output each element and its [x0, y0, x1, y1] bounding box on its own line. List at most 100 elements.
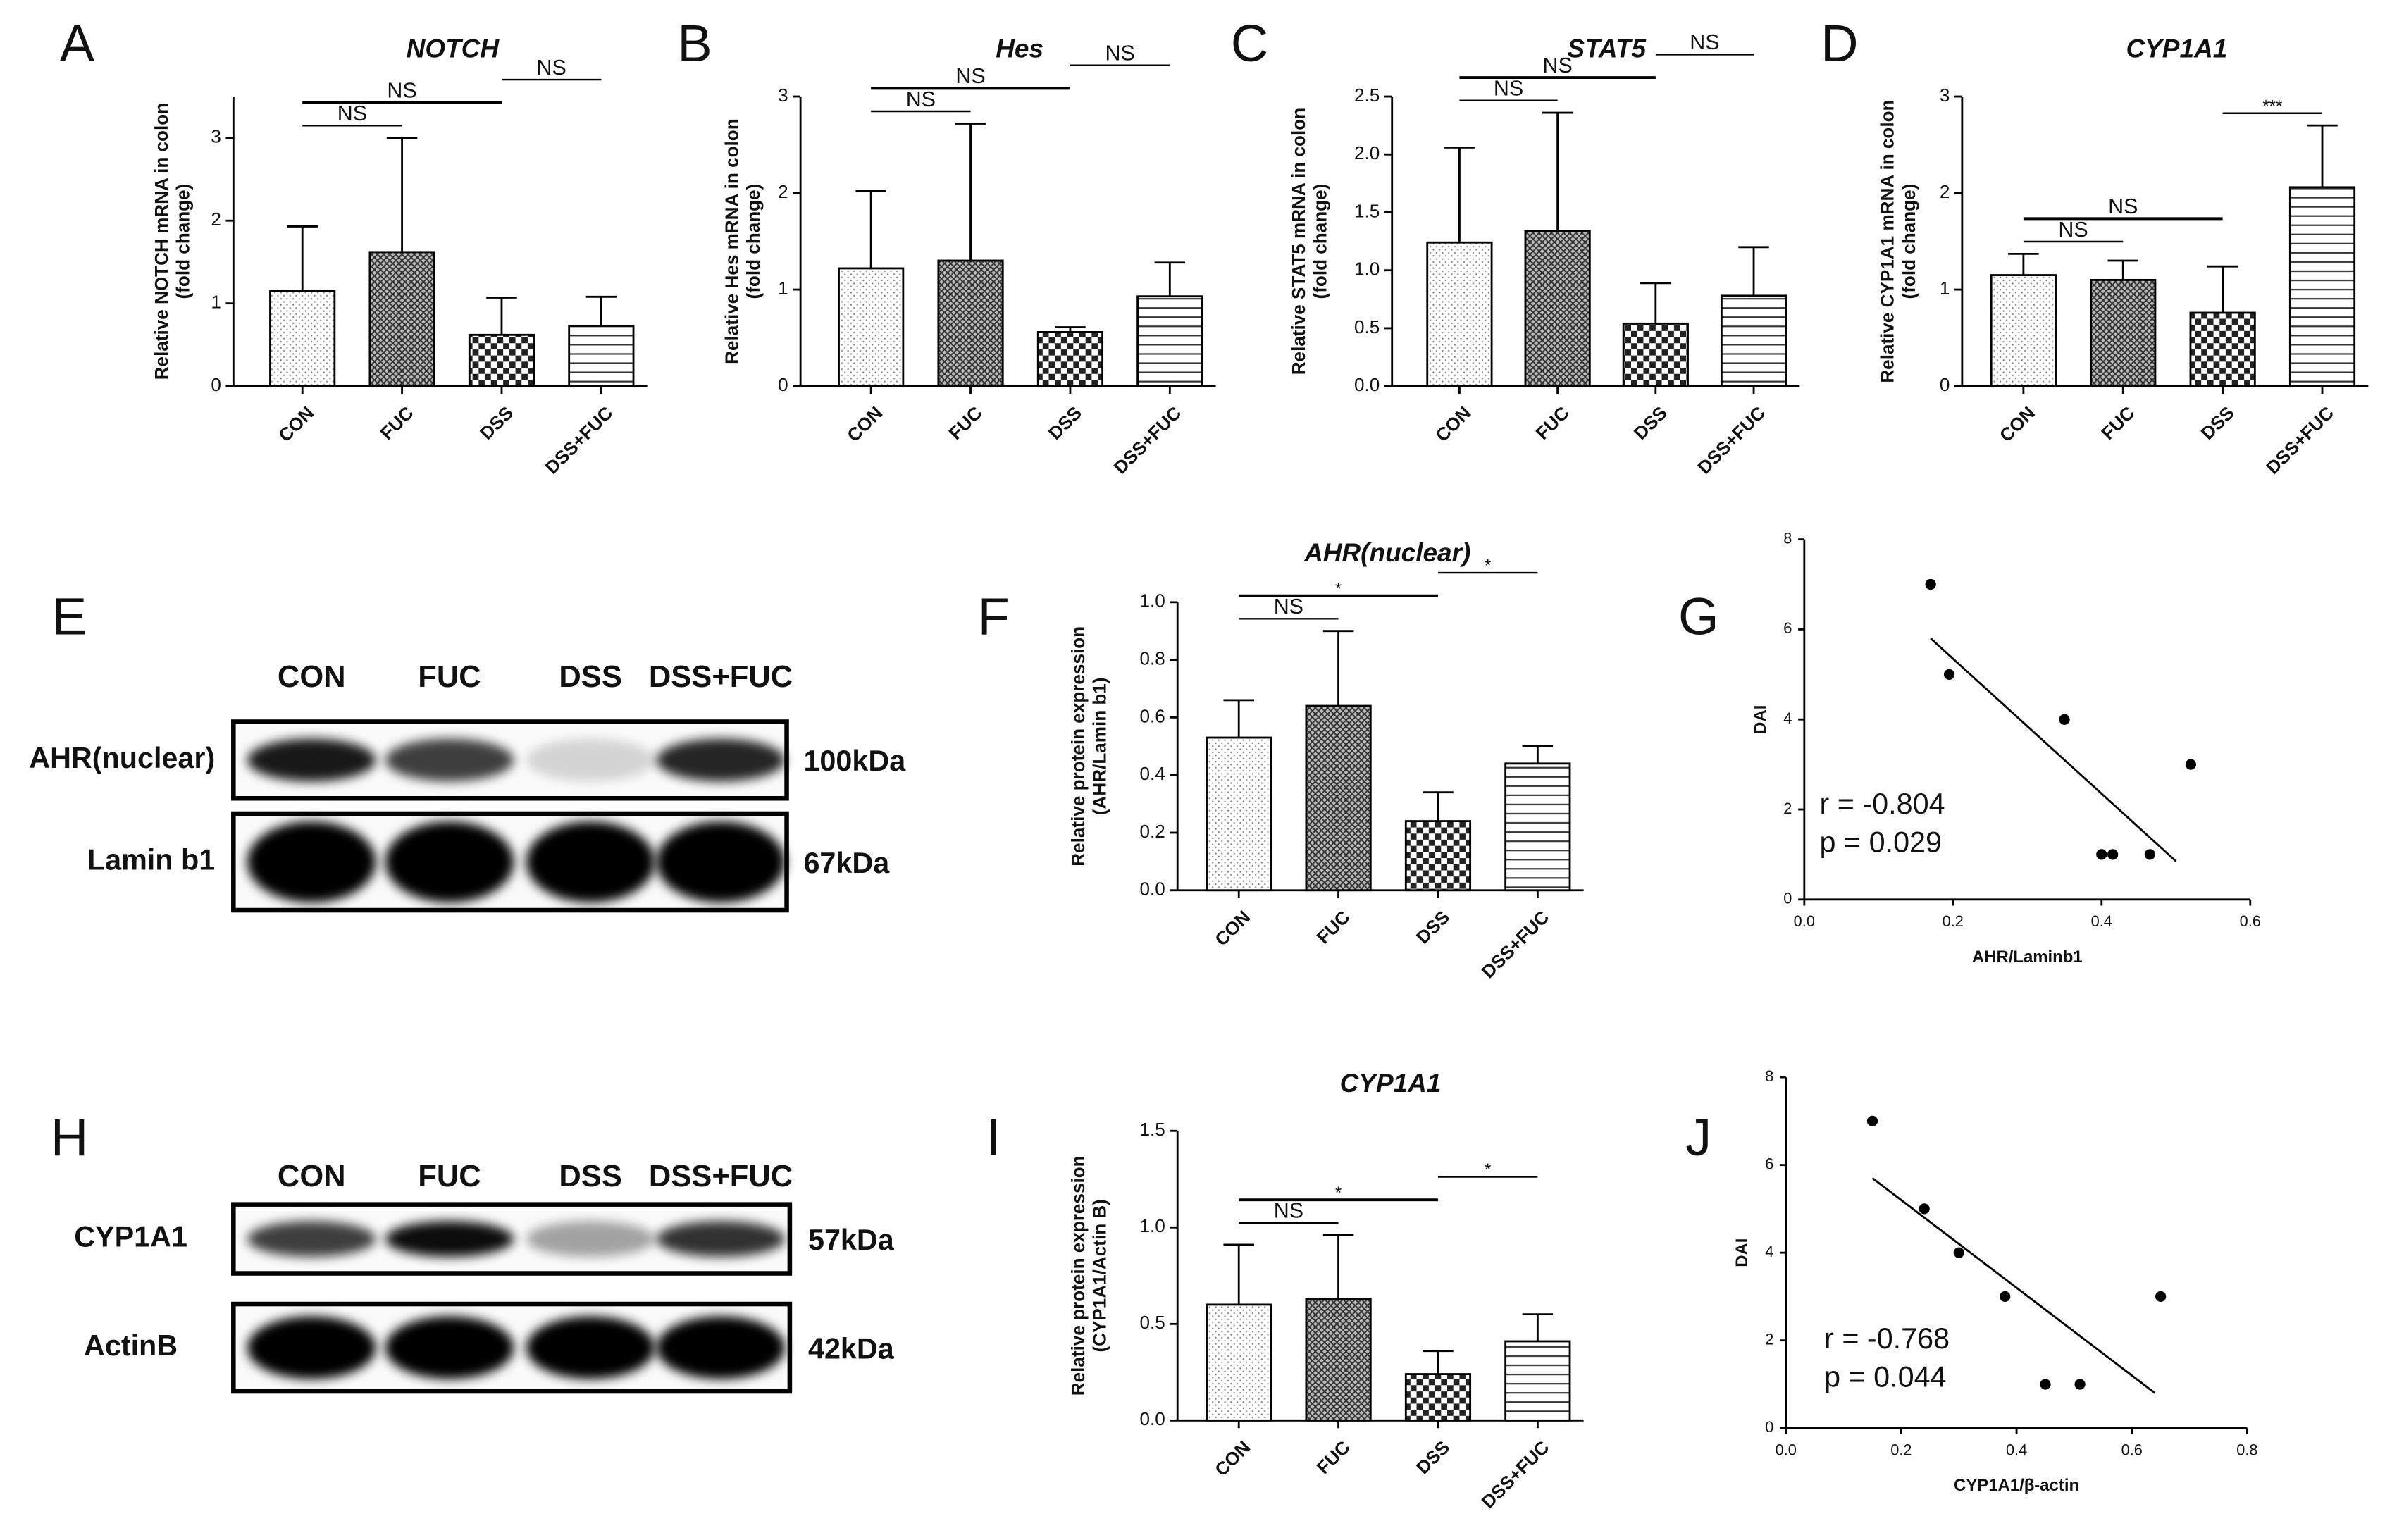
y-tick-label: 6 — [1765, 1155, 1773, 1172]
significance-label: * — [1335, 579, 1342, 598]
blot-band — [656, 738, 786, 782]
panel-label: A — [60, 14, 95, 73]
significance-label: * — [1485, 557, 1491, 576]
y-tick-label: 0.2 — [1140, 821, 1165, 842]
x-axis-label: CYP1A1/β-actin — [1954, 1476, 2079, 1495]
blot-band — [526, 1316, 655, 1379]
panel-label: B — [677, 14, 712, 73]
y-tick-label: 3 — [778, 85, 788, 106]
bar — [1305, 1298, 1372, 1422]
y-axis-label: Relative STAT5 mRNA in colon — [1288, 108, 1309, 375]
blot-band — [526, 821, 655, 903]
significance-label: * — [1485, 1160, 1491, 1179]
blot-band — [656, 1221, 786, 1258]
significance-label: NS — [1494, 76, 1523, 100]
blot-band — [526, 738, 655, 782]
y-axis-label: (AHR/Lamin b1) — [1089, 677, 1110, 815]
x-tick-label: 0.0 — [1794, 912, 1815, 930]
x-tick-label: FUC — [2097, 402, 2138, 444]
y-tick-label: 0 — [778, 374, 788, 395]
point — [2000, 1291, 2011, 1303]
lane-label: CON — [278, 1160, 346, 1193]
point — [1943, 669, 1955, 680]
x-tick-label: CON — [843, 402, 886, 446]
bar — [2189, 311, 2256, 387]
y-tick-label: 6 — [1783, 619, 1792, 637]
y-tick-label: 0.0 — [1140, 878, 1165, 900]
y-tick-label: 2.0 — [1354, 142, 1380, 163]
lane-label: FUC — [418, 1160, 481, 1193]
blot-band — [247, 738, 376, 782]
blot-band — [656, 1316, 786, 1379]
size-label: 57kDa — [808, 1224, 895, 1256]
x-tick-label: DSS+FUC — [1477, 906, 1554, 982]
point — [1866, 1115, 1878, 1126]
bar — [1305, 704, 1372, 892]
panel-label: I — [986, 1108, 1001, 1167]
y-tick-label: 0.4 — [1140, 763, 1165, 784]
point — [1919, 1203, 1930, 1215]
x-tick-label: DSS — [1044, 402, 1086, 444]
y-tick-label: 3 — [1940, 85, 1950, 106]
y-tick-label: 2.5 — [1354, 85, 1380, 106]
bar — [568, 324, 635, 387]
x-tick-label: DSS — [1412, 906, 1454, 948]
x-tick-label: DSS+FUC — [541, 402, 617, 478]
significance-label: *** — [2262, 97, 2282, 116]
bar — [1990, 274, 2057, 387]
bar — [1036, 330, 1104, 387]
y-axis-label: Relative NOTCH mRNA in colon — [151, 103, 172, 380]
chart-title: CYP1A1 — [2126, 35, 2227, 63]
y-tick-label: 2 — [1783, 800, 1792, 817]
panel-label: E — [52, 587, 87, 645]
y-axis-label: (fold change) — [1310, 184, 1331, 299]
x-tick-label: 0.8 — [2236, 1441, 2257, 1459]
stat-label: r = -0.768 — [1824, 1322, 1950, 1355]
panel-label: C — [1231, 14, 1268, 73]
x-tick-label: 0.4 — [2006, 1441, 2027, 1459]
y-axis-label: Relative protein expression — [1067, 626, 1089, 867]
significance-label: NS — [1105, 42, 1134, 66]
x-tick-label: DSS — [1630, 402, 1671, 444]
bar — [1504, 1340, 1571, 1422]
row-label: ActinB — [84, 1329, 178, 1362]
panel-label: G — [1678, 587, 1719, 645]
y-tick-label: 2 — [211, 209, 221, 230]
y-tick-label: 8 — [1783, 529, 1792, 547]
point — [2074, 1379, 2086, 1390]
lane-label: FUC — [418, 660, 481, 694]
chart-title: NOTCH — [407, 35, 500, 63]
y-tick-label: 1.0 — [1140, 590, 1165, 611]
point — [2144, 849, 2155, 860]
y-tick-label: 4 — [1765, 1243, 1773, 1260]
blot-band — [385, 738, 514, 782]
x-tick-label: DSS — [2197, 402, 2238, 444]
panel-label: J — [1685, 1108, 1711, 1167]
blot-band — [247, 1316, 376, 1379]
y-tick-label: 2 — [1940, 181, 1950, 202]
x-tick-label: 0.2 — [1890, 1441, 1912, 1459]
significance-label: NS — [337, 101, 367, 125]
x-tick-label: FUC — [945, 402, 986, 444]
row-label: Lamin b1 — [87, 843, 215, 876]
x-tick-label: CON — [1210, 906, 1254, 950]
x-tick-label: DSS+FUC — [2262, 402, 2338, 478]
point — [1925, 578, 1936, 590]
bar — [937, 259, 1004, 387]
y-axis-label: (CYP1A1/Actin B) — [1089, 1199, 1110, 1352]
x-tick-label: 0.2 — [1943, 912, 1964, 930]
x-tick-label: 0.4 — [2091, 912, 2112, 930]
bar — [1136, 295, 1203, 387]
bar — [1504, 762, 1571, 892]
row-label: AHR(nuclear) — [29, 742, 215, 774]
bar — [269, 290, 336, 387]
point — [2155, 1291, 2167, 1303]
significance-label: NS — [906, 87, 936, 111]
y-tick-label: 1 — [211, 292, 221, 313]
bar — [2090, 278, 2157, 387]
panel-label: D — [1821, 14, 1858, 73]
y-tick-label: 0.8 — [1140, 647, 1165, 669]
y-axis-label: Relative Hes mRNA in colon — [721, 118, 742, 364]
y-tick-label: 1.5 — [1140, 1119, 1165, 1140]
